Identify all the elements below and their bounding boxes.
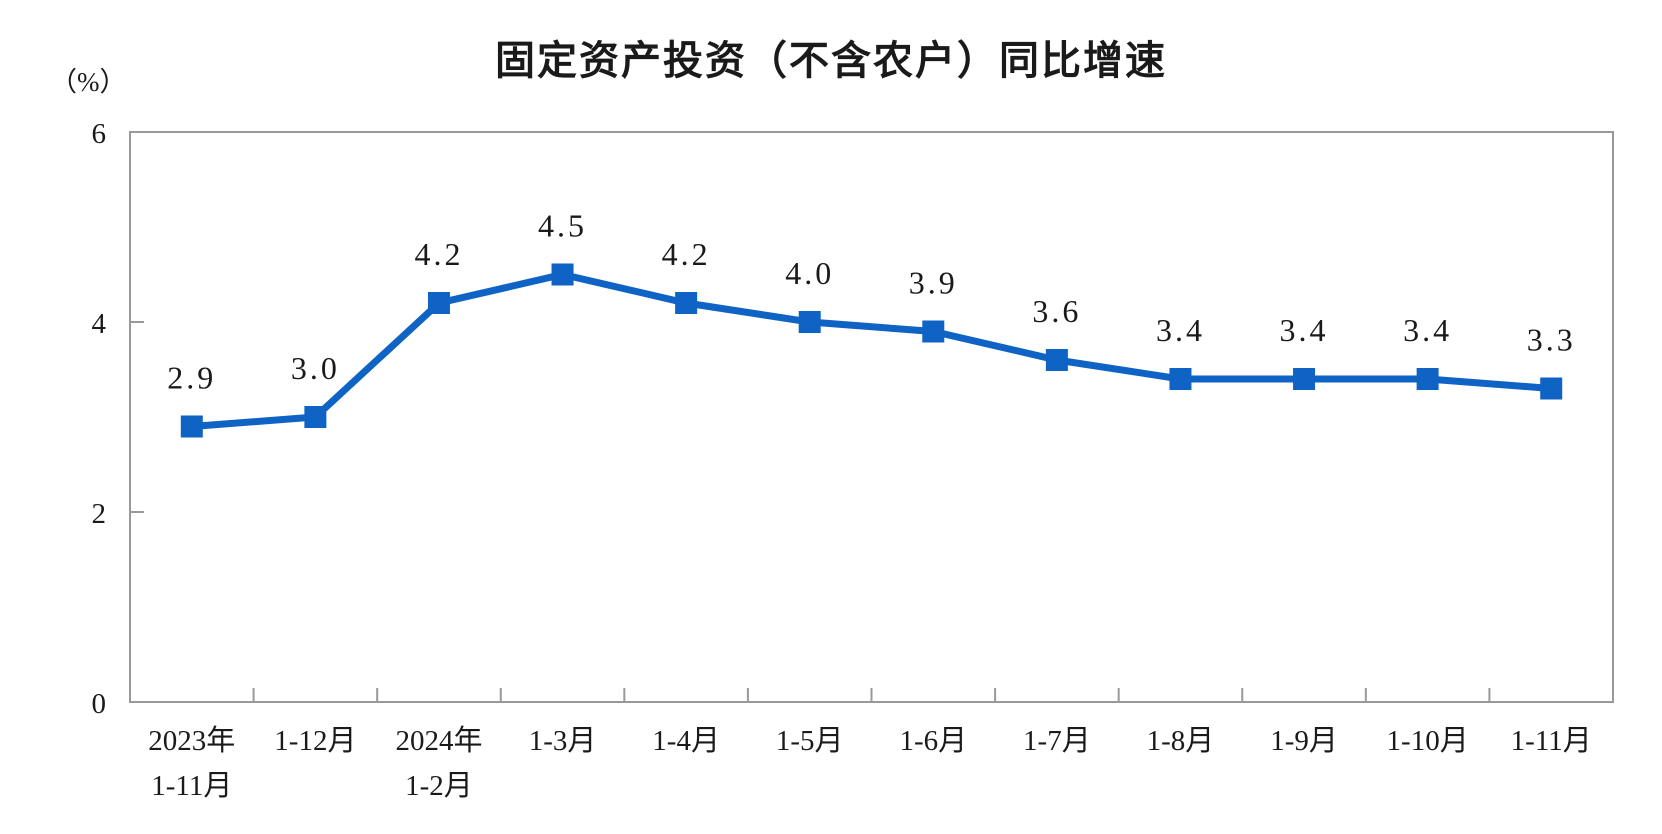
- x-tick-label: 1-12月: [274, 725, 356, 757]
- x-tick-label: 2024年: [395, 724, 482, 757]
- data-point-marker: [1169, 368, 1192, 390]
- x-tick-label: 1-4月: [652, 725, 720, 757]
- data-point-marker: [427, 292, 450, 314]
- data-point-marker: [180, 415, 203, 438]
- y-tick-label: 2: [92, 498, 107, 530]
- data-point-marker: [1416, 368, 1439, 390]
- data-point-label: 3.0: [291, 350, 340, 386]
- data-series-line: [191, 270, 1552, 430]
- x-tick-label: 1-6月: [899, 725, 967, 757]
- x-tick-label: 1-11月: [1511, 725, 1592, 757]
- x-tick-label: 1-11月: [151, 770, 232, 802]
- data-point-label: 4.2: [662, 236, 711, 272]
- x-tick-label: 1-7月: [1023, 725, 1091, 757]
- y-tick-label: 4: [92, 308, 107, 340]
- x-tick-label: 1-10月: [1387, 725, 1469, 757]
- data-point-label: 4.2: [414, 236, 463, 272]
- data-point-marker: [551, 263, 574, 286]
- data-point-label: 4.0: [785, 255, 834, 291]
- data-point-label: 3.9: [909, 265, 958, 301]
- data-point-label: 3.4: [1156, 312, 1205, 348]
- data-point-marker: [675, 292, 698, 314]
- data-point-marker: [798, 311, 821, 333]
- plot-frame: [129, 131, 1614, 703]
- data-point-label: 3.3: [1527, 322, 1576, 358]
- data-point-marker: [304, 406, 327, 428]
- data-point-marker: [1540, 377, 1563, 400]
- data-point-label: 2.9: [167, 360, 216, 396]
- data-point-marker: [1045, 349, 1068, 371]
- y-tick-label: 0: [92, 688, 107, 720]
- x-tick-label: 1-2月: [405, 770, 473, 802]
- data-point-marker: [1293, 368, 1316, 390]
- x-tick-label: 1-3月: [529, 725, 597, 757]
- data-point-marker: [922, 320, 945, 343]
- y-tick-label: 6: [92, 118, 107, 150]
- x-tick-label: 1-9月: [1270, 725, 1338, 757]
- x-tick-label: 1-8月: [1147, 725, 1215, 757]
- x-tick-label: 2023年: [148, 724, 235, 757]
- data-point-label: 4.5: [538, 208, 587, 244]
- data-point-label: 3.6: [1032, 293, 1081, 329]
- data-point-label: 3.4: [1403, 312, 1452, 348]
- y-axis-unit-label: （%）: [50, 67, 127, 97]
- data-point-label: 3.4: [1280, 312, 1329, 348]
- chart-title: 固定资产投资（不含农户）同比增速: [495, 39, 1167, 83]
- x-tick-label: 1-5月: [776, 725, 844, 757]
